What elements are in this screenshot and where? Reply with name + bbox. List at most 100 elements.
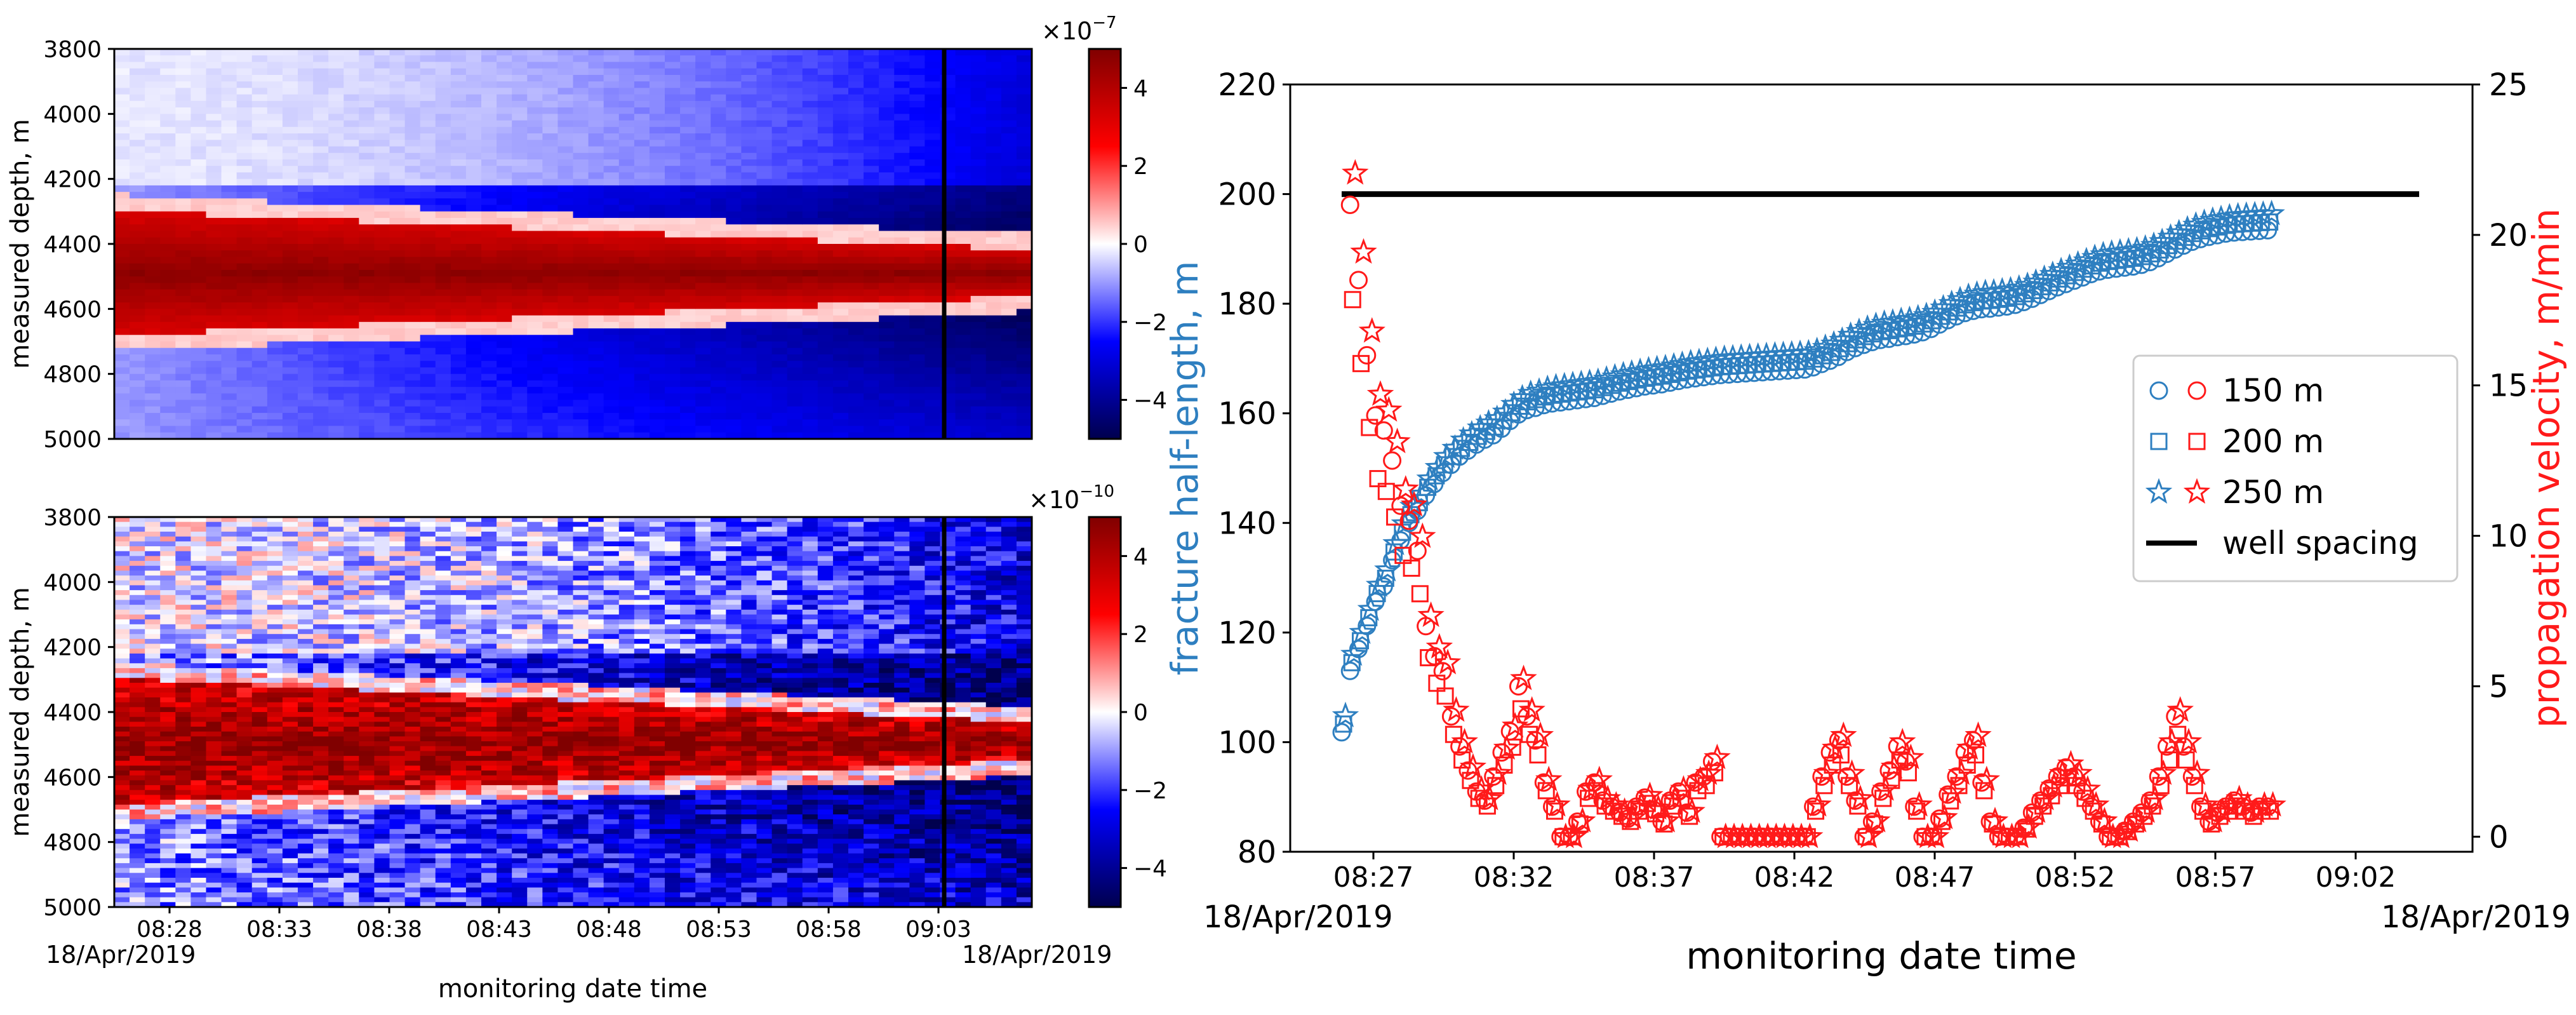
top-heatmap-cell <box>497 231 512 238</box>
top-heatmap-cell <box>359 367 375 375</box>
bottom-heatmap-cell <box>145 775 161 781</box>
top-heatmap-cell <box>603 94 620 102</box>
bottom-heatmap-cell <box>251 649 268 654</box>
top-heatmap-cell <box>924 393 941 401</box>
top-heatmap-cell <box>756 192 773 199</box>
bottom-heatmap-cell <box>236 800 253 805</box>
bottom-heatmap-cell <box>206 892 222 898</box>
bottom-heatmap-cell <box>282 595 298 601</box>
top-heatmap-cell <box>618 315 635 323</box>
bottom-heatmap-cell <box>313 775 329 781</box>
top-heatmap-cell <box>512 413 528 420</box>
top-heatmap-cell <box>344 198 359 206</box>
top-heatmap-cell <box>420 393 436 401</box>
bottom-heatmap-cell <box>251 546 268 552</box>
top-heatmap-cell <box>832 126 849 134</box>
top-colorbar-tick-label: 2 <box>1133 154 1148 180</box>
top-heatmap-cell <box>435 166 451 173</box>
top-heatmap-cell <box>771 354 788 361</box>
top-heatmap-cell <box>267 426 283 433</box>
top-heatmap-cell <box>618 166 635 173</box>
top-heatmap-cell <box>190 250 207 258</box>
top-heatmap-cell <box>190 426 207 433</box>
top-heatmap-cell <box>114 419 130 427</box>
top-heatmap-cell <box>282 257 298 264</box>
top-heatmap-cell <box>817 361 834 368</box>
top-heatmap-cell <box>940 94 956 102</box>
bottom-heatmap-cell <box>282 541 298 547</box>
top-heatmap-cell <box>680 140 696 147</box>
bottom-heatmap-cell <box>175 649 192 654</box>
top-heatmap-cell <box>512 114 528 121</box>
top-heatmap-cell <box>236 88 253 95</box>
bottom-heatmap-cell <box>175 819 192 825</box>
top-heatmap-cell <box>298 205 314 212</box>
top-heatmap-cell <box>940 341 956 349</box>
top-heatmap-cell <box>1016 172 1032 180</box>
top-heatmap-cell <box>894 257 910 264</box>
top-heatmap-cell <box>588 380 604 387</box>
top-heatmap-cell <box>404 413 421 420</box>
top-heatmap-cell <box>298 269 314 277</box>
top-heatmap-cell <box>512 269 528 277</box>
top-heatmap-cell <box>527 205 543 212</box>
top-heatmap-cell <box>711 335 726 342</box>
top-heatmap-cell <box>420 133 436 140</box>
top-heatmap-cell <box>497 205 512 212</box>
bottom-heatmap-cell <box>298 877 314 884</box>
top-heatmap-cell <box>909 218 926 225</box>
top-heatmap-cell <box>680 335 696 342</box>
bottom-heatmap-cell <box>267 668 283 674</box>
top-heatmap-cell <box>817 211 834 218</box>
top-heatmap-cell <box>527 373 543 381</box>
top-heatmap-cell <box>573 166 589 173</box>
bottom-heatmap-cell <box>190 858 207 864</box>
top-heatmap-cell <box>190 74 207 82</box>
top-heatmap-cell <box>206 107 222 114</box>
bottom-heatmap-cell <box>206 702 222 708</box>
bottom-heatmap-cell <box>236 785 253 791</box>
bottom-heatmap-cell <box>298 580 314 586</box>
top-heatmap-cell <box>573 198 589 206</box>
bottom-heatmap-cell <box>359 756 375 762</box>
top-heatmap-cell <box>465 74 482 82</box>
top-heatmap-cell <box>145 107 161 114</box>
top-heatmap-cell <box>573 178 589 186</box>
top-heatmap-cell <box>787 62 803 69</box>
bottom-heatmap-cell <box>145 853 161 859</box>
bottom-heatmap-cell <box>160 678 176 683</box>
top-heatmap-cell <box>313 244 329 251</box>
top-heatmap-cell <box>909 406 926 413</box>
top-heatmap-cell <box>465 244 482 251</box>
top-heatmap-cell <box>909 302 926 309</box>
top-heatmap-cell <box>832 172 849 180</box>
bottom-heatmap-cell <box>359 785 375 791</box>
top-heatmap-cell <box>741 283 757 290</box>
top-heatmap-cell <box>236 380 253 387</box>
top-heatmap-cell <box>940 302 956 309</box>
top-heatmap-cell <box>817 68 834 76</box>
top-heatmap-cell <box>680 426 696 433</box>
top-heatmap-cell <box>573 146 589 154</box>
bottom-heatmap-cell <box>160 532 176 537</box>
top-heatmap-cell <box>771 126 788 134</box>
top-heatmap-cell <box>527 309 543 316</box>
top-heatmap-cell <box>924 198 941 206</box>
top-heatmap-cell <box>634 55 650 63</box>
top-heatmap-cell <box>481 192 497 199</box>
bottom-heatmap-cell <box>251 868 268 873</box>
top-heatmap-cell <box>404 120 421 128</box>
bottom-heatmap-cell <box>236 532 253 537</box>
top-heatmap-cell <box>588 211 604 218</box>
top-heatmap-cell <box>282 380 298 387</box>
top-heatmap-cell <box>221 88 237 95</box>
top-heatmap-cell <box>924 114 941 121</box>
top-heatmap-cell <box>328 347 344 355</box>
top-heatmap-cell <box>328 185 344 192</box>
top-heatmap-cell <box>298 114 314 121</box>
top-heatmap-cell <box>665 126 681 134</box>
top-heatmap-cell <box>787 172 803 180</box>
bottom-heatmap-cell <box>175 561 192 567</box>
top-heatmap-cell <box>970 192 987 199</box>
bottom-heatmap-cell <box>344 707 359 713</box>
